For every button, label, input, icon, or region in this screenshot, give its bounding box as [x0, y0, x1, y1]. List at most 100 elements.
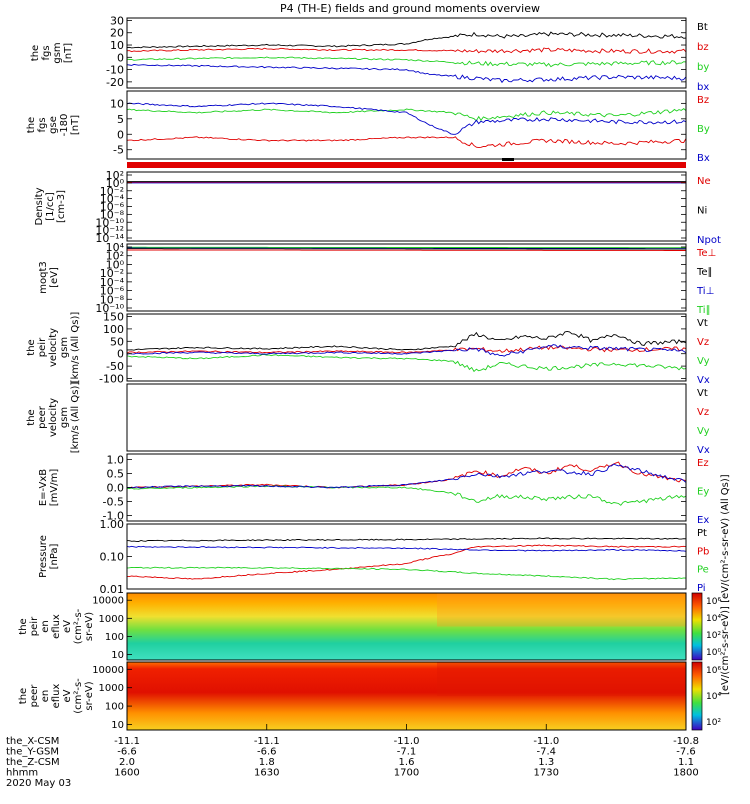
y-tick-label: -50	[106, 360, 124, 373]
legend-Ey: Ey	[697, 487, 709, 498]
x-tick-label: -6.6	[117, 747, 137, 758]
y-tick-label: 10⁻¹⁰	[95, 302, 124, 315]
y-tick-label: 0	[117, 51, 124, 64]
legend-bz: bz	[697, 42, 709, 53]
y-tick-label: 100	[103, 323, 124, 336]
y-tick-label: 10	[111, 720, 124, 731]
panel-frame	[126, 453, 687, 522]
x-tick-label: 1700	[394, 768, 419, 779]
x-row-label: hhmm	[6, 768, 38, 779]
series-line-Bx	[126, 102, 687, 135]
legend-bx: bx	[697, 82, 709, 93]
x-tick-label: -10.8	[673, 736, 699, 747]
series-line-Te∥	[127, 248, 686, 250]
legend-Vy: Vy	[697, 426, 710, 437]
legend-by: by	[697, 62, 709, 73]
series-line-Pt	[126, 537, 687, 542]
y-tick-label: 10	[110, 97, 124, 110]
panel-frame	[126, 383, 687, 452]
legend-Bt: Bt	[697, 22, 708, 33]
y-tick-label: 10²	[106, 250, 124, 263]
y-axis-label: thepeervelocitygsm[km/s (All Qs)]	[26, 382, 81, 454]
y-tick-label: 100	[105, 702, 124, 713]
series-line-By	[126, 108, 687, 122]
colorbar-tick-label: 10⁴	[706, 692, 721, 702]
legend-Ez: Ez	[697, 458, 709, 469]
legend-Pi: Pi	[697, 583, 706, 594]
y-tick-label: 20	[110, 27, 124, 40]
panel-8: 10⁶ 10⁴ 10² 10⁰ 10000 1000 100 10 thepeireneflux…	[18, 592, 721, 661]
x-tick-label: 1730	[534, 768, 559, 779]
y-tick-label: 10	[110, 39, 124, 52]
legend-Npot: Npot	[697, 235, 721, 246]
y-axis-label: Density[1/cc][cm-3]	[34, 187, 67, 225]
y-tick-label: 0.10	[100, 551, 125, 564]
x-tick-label: -6.6	[257, 747, 277, 758]
panel-frame	[126, 17, 687, 89]
legend-Ne: Ne	[697, 176, 711, 187]
x-row-label: the_Y-GSM	[6, 747, 59, 758]
x-tick-label: -11.1	[114, 736, 140, 747]
legend-Te⊥: Te⊥	[696, 248, 716, 259]
y-tick-label: 10000	[92, 665, 124, 676]
y-tick-label: 10⁻¹⁰	[95, 216, 124, 229]
legend-Bz: Bz	[697, 95, 709, 106]
panel-9: 10⁶ 10⁴ 10² 10000 1000 100 10 thepeerenefluxeV(…	[18, 661, 721, 731]
series-line-Bz	[126, 136, 687, 149]
panel-1: 10 5 0 -5 Bz By Bx thefgsgse-180[nT]	[26, 90, 710, 164]
legend-Vz: Vz	[697, 407, 709, 418]
spectrogram-texture	[437, 593, 686, 627]
x-tick-label: 1.6	[399, 757, 415, 768]
panel-7: 1.00 0.10 0.01 Pt Pb Pe Pi Pressure[nPa]	[38, 518, 709, 596]
y-axis-label: thepeirenefluxeV(cm²-s-sr-eV)	[18, 608, 95, 644]
x-tick-label: 1800	[673, 768, 698, 779]
series-line-Pi	[126, 545, 687, 552]
series-line-Te⊥	[127, 249, 686, 251]
y-tick-label: 10⁻¹²	[95, 224, 124, 237]
spectrogram-fill	[127, 662, 686, 730]
legend-Vx: Vx	[697, 375, 710, 386]
legend-Vt: Vt	[697, 318, 708, 329]
series-line-Ey	[126, 485, 687, 506]
colorbar-tick-label: 10⁴	[706, 614, 721, 624]
series-line-Ti∥	[127, 246, 686, 249]
y-tick-label: 10⁻⁶	[100, 201, 125, 214]
colorbar-tick-label: 10⁰	[706, 648, 721, 658]
y-tick-label: -0.5	[103, 495, 124, 508]
y-tick-label: 1.0	[107, 454, 125, 467]
series-line-Vx	[126, 344, 687, 357]
legend-Vy: Vy	[697, 356, 710, 367]
panel-frame	[126, 523, 687, 590]
x-tick-label: -7.6	[676, 747, 696, 758]
y-tick-label: -20	[106, 76, 124, 89]
panel-frame	[126, 592, 687, 661]
series-line-Vy	[126, 354, 687, 373]
x-tick-label: 1630	[254, 768, 279, 779]
legend-Vz: Vz	[697, 337, 709, 348]
y-tick-label: 1.00	[100, 518, 125, 531]
x-tick-label: -11.0	[394, 736, 420, 747]
y-axis-label: thepeerenefluxeV(cm²-s-sr-eV)	[18, 678, 95, 714]
x-row-label: the_X-CSM	[6, 736, 59, 747]
y-tick-label: 10⁴	[106, 241, 125, 254]
colorbar-label: [eV/(cm²-s-sr-eV)] [eV/(cm²-s-sr-eV) (Al…	[720, 474, 731, 695]
y-tick-label: 0.5	[107, 468, 125, 481]
x-row-label: the_Z-CSM	[6, 757, 60, 768]
figure-title: P4 (TH-E) fields and ground moments over…	[280, 2, 540, 15]
x-tick-label: -11.0	[533, 736, 559, 747]
y-tick-label: 30	[110, 14, 124, 27]
panel-6: 1.00.50.0-0.5-1.0 Ez Ey Ex E=-VxB[mV/m]	[38, 453, 709, 526]
y-tick-label: 0.01	[100, 583, 125, 596]
status-bar	[127, 158, 686, 168]
legend-Vt: Vt	[697, 388, 708, 399]
y-tick-label: 0.0	[107, 482, 125, 495]
y-tick-label: 10⁻⁸	[100, 293, 125, 306]
colorbar-tick-label: 10⁶	[706, 597, 721, 607]
y-tick-label: 10²	[106, 169, 124, 182]
legend-Ti⊥: Ti⊥	[696, 286, 714, 297]
y-tick-label: 0	[117, 128, 124, 141]
legend-Ni: Ni	[697, 206, 707, 217]
legend-By: By	[697, 124, 710, 135]
